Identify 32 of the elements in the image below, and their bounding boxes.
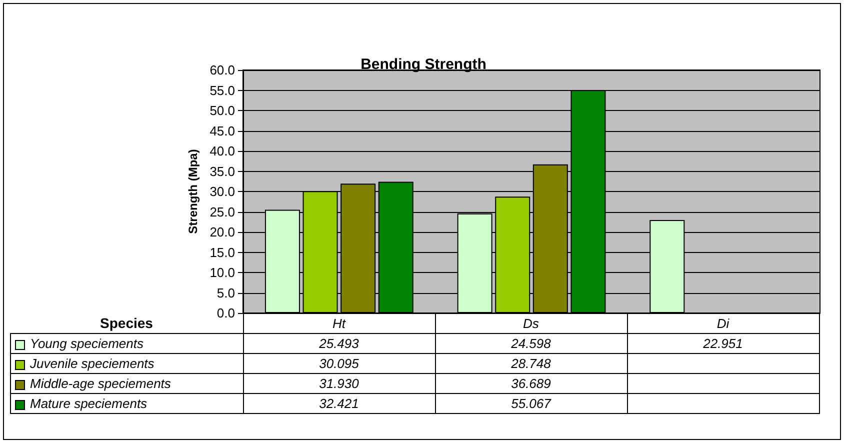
y-tick-label: 15.0 <box>210 244 235 260</box>
y-tick-label: 5.0 <box>216 285 235 300</box>
data-label: 31.930 <box>243 374 435 394</box>
y-tick-label: 55.0 <box>210 82 235 98</box>
data-label: 22.951 <box>627 334 819 354</box>
y-tick-label: 10.0 <box>210 265 235 280</box>
x-tick-label: Ht <box>243 314 435 334</box>
y-tick-label: 30.0 <box>210 184 235 199</box>
data-label: 28.748 <box>435 354 627 374</box>
legend-label: Young speciements <box>10 334 243 354</box>
legend-label: Mature speciements <box>10 394 243 414</box>
x-tick-label: Di <box>627 314 819 334</box>
legend-label: Middle-age speciements <box>10 374 243 394</box>
y-tick-label: 0.0 <box>216 306 235 320</box>
y-tick-label: 25.0 <box>210 204 235 220</box>
data-label: 36.689 <box>435 374 627 394</box>
x-tick-label: Ds <box>435 314 627 334</box>
data-label: 55.067 <box>435 394 627 414</box>
legend-label: Juvenile speciements <box>10 354 243 374</box>
y-tick-label: 45.0 <box>210 123 235 138</box>
chart-title: Bending Strength <box>360 56 486 73</box>
y-axis-title: Strength (Mpa) <box>186 149 200 234</box>
data-label: 32.421 <box>243 394 435 414</box>
y-tick-label: 35.0 <box>210 164 235 179</box>
data-label: 30.095 <box>243 354 435 374</box>
x-axis-title: Species <box>100 315 153 332</box>
y-tick-label: 20.0 <box>210 224 235 240</box>
data-label: 25.493 <box>243 334 435 354</box>
y-tick-label: 40.0 <box>210 144 235 158</box>
y-tick-label: 50.0 <box>210 103 235 118</box>
data-label: 24.598 <box>435 334 627 354</box>
y-tick-label: 60.0 <box>210 62 235 78</box>
